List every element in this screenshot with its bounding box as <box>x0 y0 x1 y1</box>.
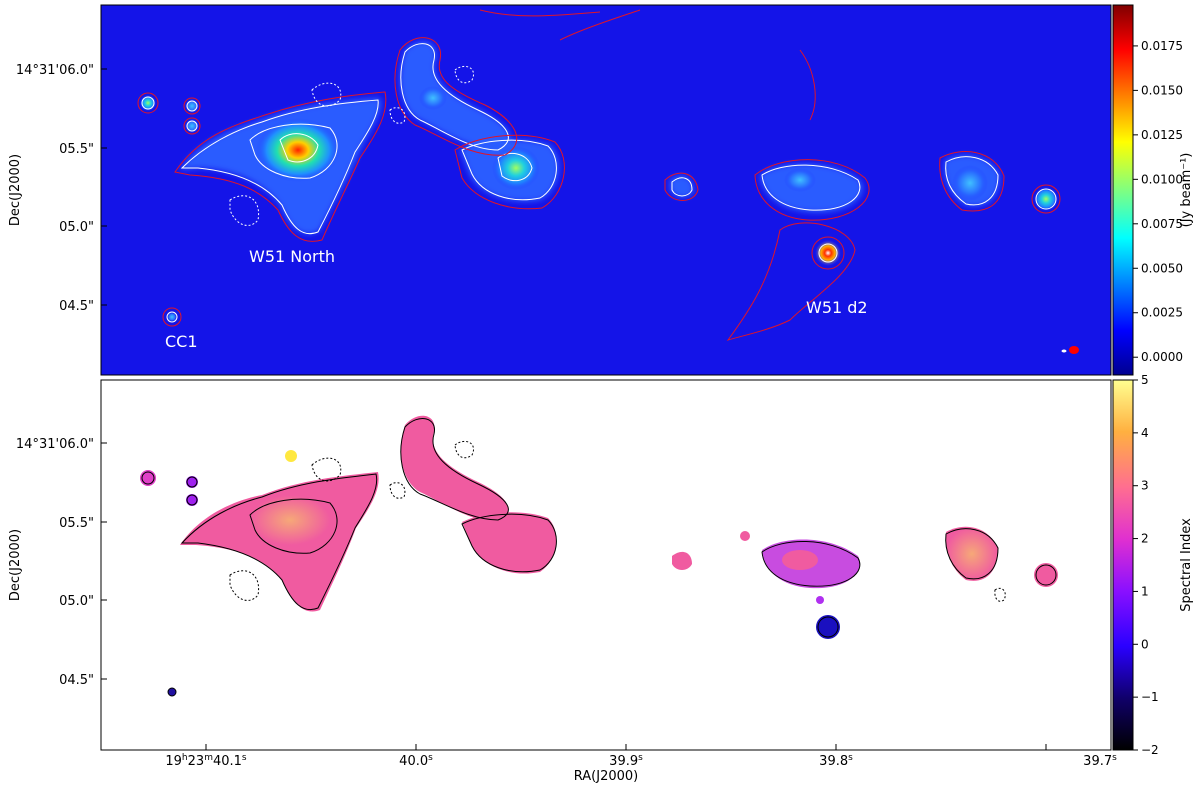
bottom-ytick-0: 14°31'06.0" <box>16 437 94 452</box>
top-dotted-contours <box>229 65 474 226</box>
top-y-ticks <box>101 68 107 306</box>
bottom-xtick-labels: 19h23m40.1s 40.0s 39.9s 39.8s 39.7s <box>165 753 1117 769</box>
bottom-colorbar-tick-label: 2 <box>1141 532 1149 546</box>
bottom-frame <box>100 379 1112 751</box>
bottom-dotted-contours <box>229 440 1006 602</box>
top-ytick-1: 05.5" <box>59 142 94 157</box>
top-colorbar-tick-label: 0.0025 <box>1141 306 1183 320</box>
bottom-colorbar-tick-label: 0 <box>1141 637 1149 651</box>
beam-markers <box>1061 346 1079 354</box>
top-red-contours <box>137 9 1061 341</box>
bottom-xtick-1: 40.0s <box>399 753 433 769</box>
top-colorbar-label: (Jy beam⁻¹) <box>1179 153 1194 228</box>
spectral-index-map <box>140 415 1058 696</box>
bottom-xtick-3: 39.8s <box>819 753 853 769</box>
top-ytick-2: 05.0" <box>59 220 94 235</box>
label-w51-north: W51 North <box>249 247 335 266</box>
bottom-colorbar <box>1112 379 1134 751</box>
bottom-xtick-4: 39.7s <box>1083 753 1117 769</box>
bottom-colorbar-tick-label: −2 <box>1141 743 1159 757</box>
top-colorbar-tick-label: 0.0175 <box>1141 39 1183 53</box>
label-cc1: CC1 <box>165 332 198 351</box>
bottom-colorbar-label: Spectral Index <box>1179 518 1194 612</box>
bottom-panel: 14°31'06.0" 05.5" 05.0" 04.5" Dec(J2000)… <box>8 373 1194 784</box>
top-colorbar <box>1112 4 1134 376</box>
top-colorbar-tick-label: 0.0125 <box>1141 128 1183 142</box>
bottom-ylabel: Dec(J2000) <box>8 529 23 601</box>
top-colorbar-tick-label: 0.0075 <box>1141 217 1183 231</box>
top-colorbar-tick-label: 0.0150 <box>1141 83 1183 97</box>
bottom-colorbar-tick-label: 5 <box>1141 373 1149 387</box>
top-ytick-0: 14°31'06.0" <box>16 63 94 78</box>
bottom-x-ticks <box>205 744 1047 750</box>
bottom-xlabel: RA(J2000) <box>574 769 638 784</box>
top-ytick-3: 04.5" <box>59 299 94 314</box>
top-colorbar-tick-label: 0.0050 <box>1141 261 1183 275</box>
top-ylabel: Dec(J2000) <box>8 154 23 226</box>
top-colorbar-ticks: 0.0000 0.0025 0.0050 0.0075 0.0100 0.0125 0.01… <box>1133 39 1183 364</box>
bottom-black-contours <box>141 418 1057 697</box>
bottom-xtick-2: 39.9s <box>609 753 643 769</box>
top-colorbar-tick-label: 0.0000 <box>1141 350 1183 364</box>
bottom-ytick-1: 05.5" <box>59 516 94 531</box>
bottom-colorbar-tick-label: 1 <box>1141 584 1149 598</box>
top-panel: W51 North W51 d2 CC1 14°31'06.0" 05.5" 0… <box>8 4 1194 376</box>
bottom-y-ticks <box>101 442 107 680</box>
top-colorbar-tick-label: 0.0100 <box>1141 172 1183 186</box>
bottom-ytick-3: 04.5" <box>59 673 94 688</box>
bottom-ytick-2: 05.0" <box>59 594 94 609</box>
label-w51-d2: W51 d2 <box>806 298 868 317</box>
bottom-colorbar-tick-label: 4 <box>1141 426 1149 440</box>
bottom-colorbar-ticks: −2 −1 0 1 2 3 4 5 <box>1133 373 1159 757</box>
bottom-colorbar-tick-label: 3 <box>1141 479 1149 493</box>
top-white-contours <box>141 43 1057 323</box>
top-frame <box>100 4 1112 376</box>
bottom-xtick-0: 19h23m40.1s <box>165 753 247 769</box>
bottom-colorbar-tick-label: −1 <box>1141 690 1159 704</box>
